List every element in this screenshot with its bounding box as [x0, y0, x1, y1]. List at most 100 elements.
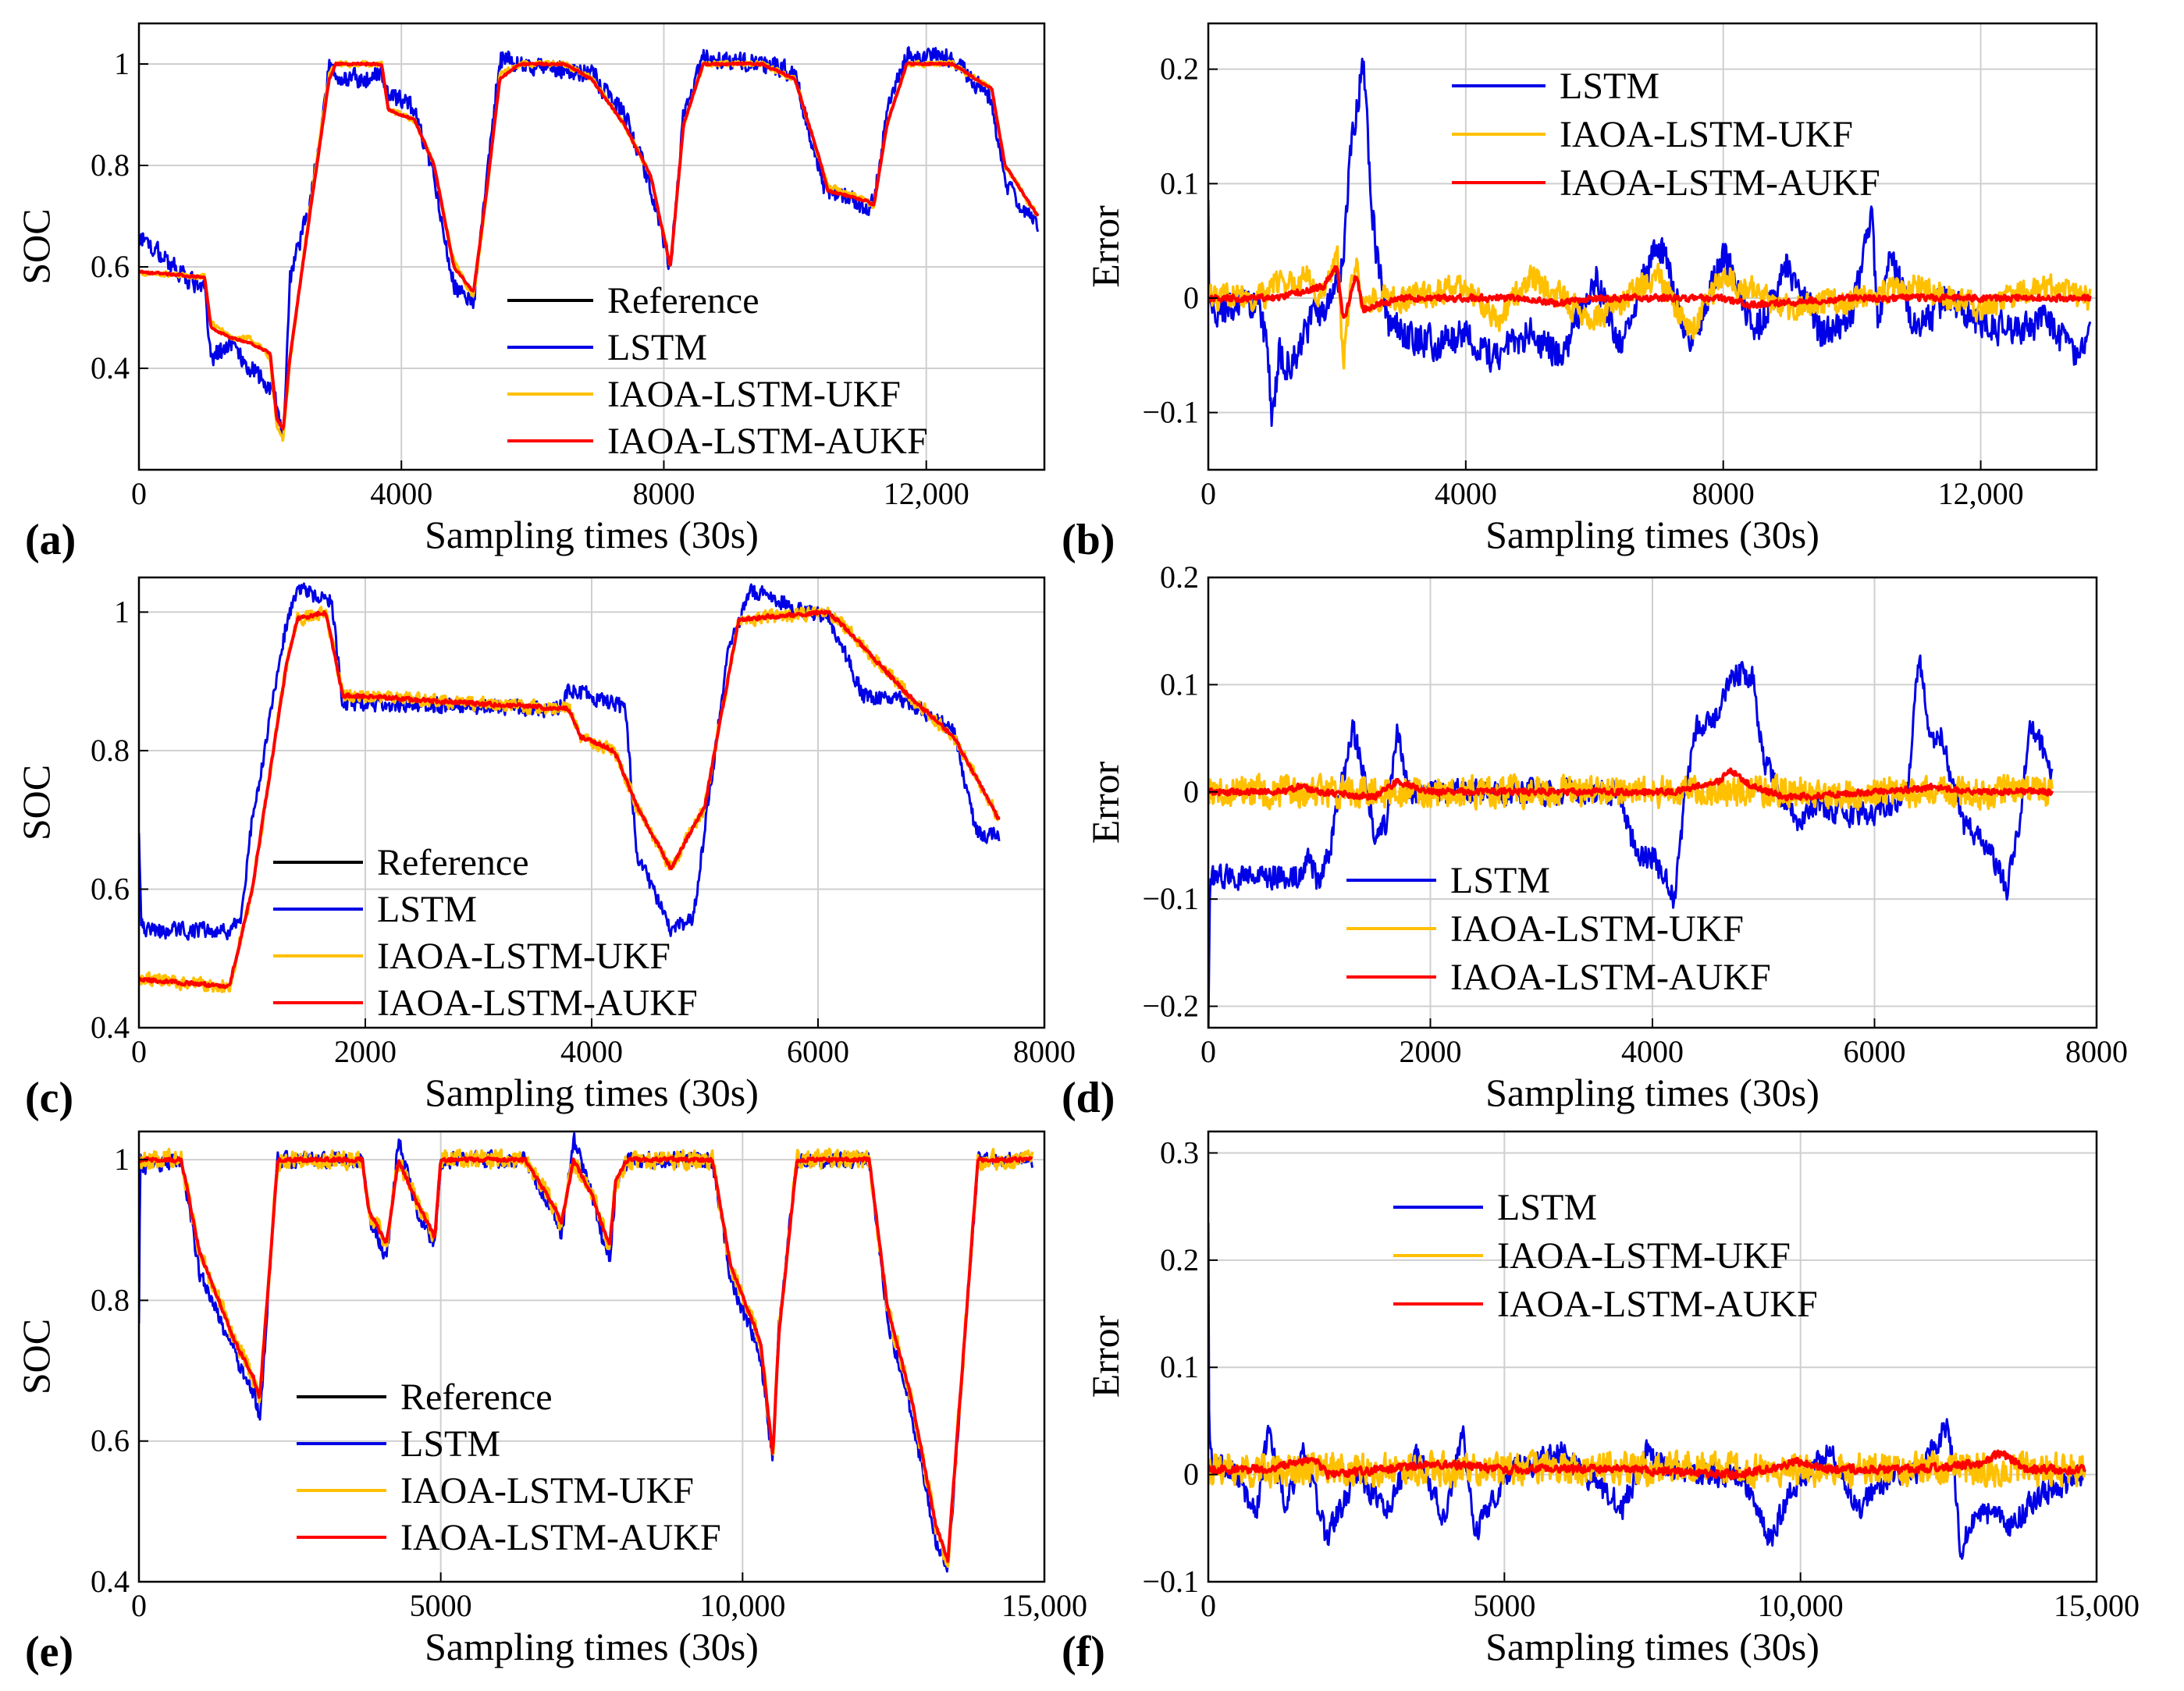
panel-tag: (a) — [25, 516, 76, 564]
legend: LSTM IAOA-LSTM-UKF IAOA-LSTM-AUKF — [1393, 1187, 1818, 1325]
legend-label: LSTM — [1560, 66, 1659, 107]
legend-label: LSTM — [400, 1423, 500, 1465]
x-tick-label: 4000 — [370, 476, 432, 511]
y-tick-label: 1 — [114, 594, 130, 629]
y-tick-label: 0 — [1183, 774, 1199, 809]
x-axis-label: Sampling times (30s) — [425, 1071, 759, 1114]
legend-label: IAOA-LSTM-AUKF — [400, 1517, 721, 1558]
x-tick-label: 15,000 — [2054, 1588, 2140, 1623]
x-axis-label: Sampling times (30s) — [1485, 1071, 1819, 1114]
x-tick-label: 5000 — [410, 1588, 472, 1623]
x-tick-label: 5000 — [1473, 1588, 1535, 1623]
x-tick-label: 8000 — [2065, 1034, 2128, 1069]
x-tick-label: 4000 — [560, 1034, 623, 1069]
x-axis-label: Sampling times (30s) — [1485, 1625, 1819, 1668]
panel-tag: (f) — [1062, 1628, 1105, 1676]
legend: Reference LSTM IAOA-LSTM-UKF IAOA-LSTM-AUKF — [273, 842, 698, 1024]
axes-frame — [137, 22, 1046, 471]
legend-label: IAOA-LSTM-AUKF — [1450, 957, 1771, 998]
y-axis-label: Error — [1083, 205, 1127, 288]
y-tick-label: 0.8 — [91, 733, 130, 768]
x-tick-label: 10,000 — [699, 1588, 785, 1623]
y-axis-label: SOC — [14, 208, 58, 284]
panel-tag: (d) — [1062, 1074, 1115, 1122]
legend-label: IAOA-LSTM-UKF — [607, 374, 901, 415]
y-tick-label: 0.1 — [1160, 666, 1199, 702]
series-line-iaoa-lstm-aukf — [139, 609, 1001, 989]
y-axis-label: Error — [1083, 761, 1127, 844]
legend-label: LSTM — [607, 327, 707, 368]
series-line-iaoa-lstm-aukf — [1208, 265, 2092, 319]
series-line-lstm — [1208, 654, 2054, 1028]
legend-label: IAOA-LSTM-AUKF — [607, 421, 928, 462]
x-tick-label: 8000 — [1013, 1034, 1076, 1069]
y-tick-label: −0.1 — [1142, 1564, 1199, 1599]
legend-label: IAOA-LSTM-UKF — [377, 936, 670, 977]
axes-frame — [1207, 22, 2098, 471]
plot-area — [1208, 1131, 2097, 1582]
legend-label: Reference — [607, 280, 759, 322]
y-tick-label: 0 — [1183, 280, 1199, 315]
x-tick-label: 0 — [1200, 1034, 1216, 1069]
y-tick-label: 0.3 — [1160, 1135, 1199, 1170]
legend-label: LSTM — [1450, 860, 1550, 901]
y-tick-label: 1 — [114, 1142, 130, 1177]
panel-d: 0 2000 4000 6000 8000 −0.2 −0.1 0 0.1 0.2 Sampling… — [1062, 560, 2128, 1122]
x-tick-label: 10,000 — [1758, 1588, 1844, 1623]
x-tick-label: 2000 — [1400, 1034, 1462, 1069]
y-tick-label: 0.6 — [91, 871, 130, 906]
x-tick-label: 15,000 — [1001, 1588, 1087, 1623]
legend: LSTM IAOA-LSTM-UKF IAOA-LSTM-AUKF — [1452, 66, 1880, 204]
legend: Reference LSTM IAOA-LSTM-UKF IAOA-LSTM-AUKF — [297, 1377, 721, 1558]
panel-f: 0 5000 10,000 15,000−0.100.10.20.3Sampling … — [1062, 1130, 2140, 1676]
axes-frame — [137, 1130, 1046, 1583]
x-tick-label: 12,000 — [884, 476, 969, 511]
x-tick-label: 0 — [131, 476, 147, 511]
series-line-lstm — [139, 582, 1001, 941]
y-tick-label: 0.4 — [91, 1564, 130, 1599]
y-tick-label: −0.2 — [1142, 989, 1199, 1024]
y-tick-label: 0 — [1183, 1457, 1199, 1492]
x-tick-label: 8000 — [1692, 476, 1755, 511]
x-tick-label: 2000 — [334, 1034, 397, 1069]
series-line-iaoa-lstm-aukf — [139, 1156, 1033, 1563]
y-tick-label: −0.1 — [1142, 881, 1199, 916]
y-tick-label: 0.1 — [1160, 165, 1199, 201]
panel-tag: (c) — [25, 1074, 73, 1122]
x-tick-label: 0 — [1200, 476, 1216, 511]
x-axis-label: Sampling times (30s) — [425, 513, 759, 556]
panel-a: 0 4000 8000 12,000 0.4 0.6 0.8 1 Sampling times … — [14, 22, 1046, 564]
x-tick-label: 4000 — [1621, 1034, 1684, 1069]
y-axis-label: SOC — [14, 1319, 58, 1394]
axes-frame — [1207, 1130, 2098, 1583]
y-tick-label: 0.8 — [91, 147, 130, 183]
x-axis-label: Sampling times (30s) — [425, 1625, 759, 1668]
legend-label: IAOA-LSTM-UKF — [400, 1470, 694, 1512]
y-tick-label: −0.1 — [1142, 395, 1199, 430]
legend-label: Reference — [400, 1377, 553, 1418]
legend-label: IAOA-LSTM-UKF — [1450, 908, 1744, 950]
panel-tag: (b) — [1062, 516, 1115, 564]
legend-label: IAOA-LSTM-AUKF — [377, 982, 698, 1024]
x-tick-label: 4000 — [1435, 476, 1497, 511]
x-tick-label: 6000 — [787, 1034, 849, 1069]
series-line-iaoa-lstm-aukf — [1208, 767, 2054, 802]
legend-label: Reference — [377, 842, 529, 883]
y-tick-label: 0.2 — [1160, 560, 1199, 595]
x-axis-label: Sampling times (30s) — [1485, 513, 1819, 556]
legend-label: IAOA-LSTM-AUKF — [1560, 162, 1880, 204]
y-axis-label: Error — [1083, 1315, 1127, 1398]
y-tick-label: 0.4 — [91, 350, 130, 385]
y-tick-label: 0.4 — [91, 1010, 130, 1045]
y-tick-label: 0.1 — [1160, 1349, 1199, 1384]
x-tick-label: 0 — [1200, 1588, 1216, 1623]
legend-label: IAOA-LSTM-UKF — [1560, 114, 1853, 155]
x-tick-label: 0 — [131, 1588, 147, 1623]
panel-c: 0 2000 4000 6000 8000 0.4 0.6 0.8 1 Sampling time… — [14, 576, 1076, 1122]
plot-area — [139, 1131, 1044, 1582]
legend-label: IAOA-LSTM-AUKF — [1497, 1284, 1818, 1325]
legend-label: LSTM — [377, 889, 477, 930]
series-line-iaoa-lstm-aukf — [1208, 1449, 2086, 1480]
y-tick-label: 0.6 — [91, 249, 130, 284]
